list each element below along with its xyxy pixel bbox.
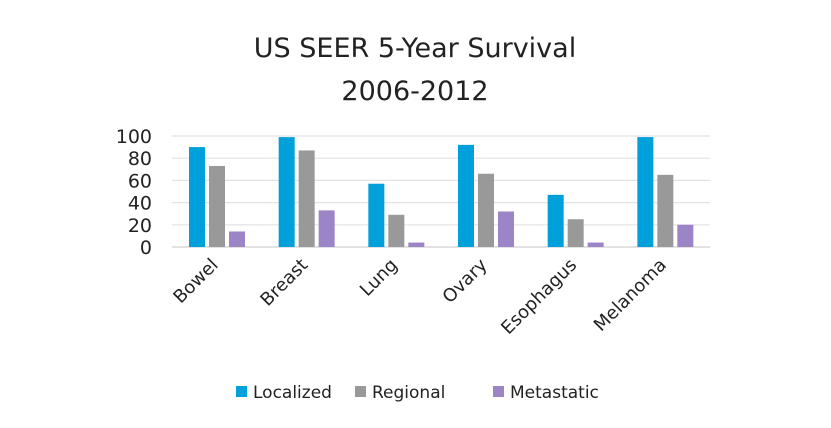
bar-regional-breast: [298, 150, 315, 247]
y-tick-label: 80: [128, 148, 152, 170]
bar-regional-esophagus: [567, 219, 584, 247]
bar-metastatic-bowel: [229, 231, 245, 247]
chart-title-line-2: 2006-2012: [341, 76, 488, 107]
bar-localized-esophagus: [547, 194, 564, 247]
bar-regional-bowel: [209, 165, 225, 247]
bar-metastatic-breast: [318, 210, 335, 247]
bar-metastatic-ovary: [498, 211, 514, 247]
bar-regional-lung: [388, 214, 405, 247]
legend-label-regional: Regional: [372, 383, 445, 403]
x-tick-label: Lung: [356, 255, 402, 301]
legend-swatch-regional: [355, 386, 366, 397]
bar-regional-ovary: [478, 173, 494, 247]
bar-metastatic-melanoma: [677, 224, 694, 247]
x-tick-label: Melanoma: [590, 255, 671, 336]
legend-swatch-metastatic: [493, 386, 504, 397]
legend-label-localized: Localized: [253, 383, 332, 403]
bar-localized-ovary: [458, 144, 474, 247]
legend-label-metastatic: Metastatic: [510, 383, 599, 403]
y-tick-label: 40: [128, 193, 152, 215]
bar-metastatic-esophagus: [587, 242, 604, 247]
x-tick-label: Esophagus: [497, 255, 581, 339]
legend-swatch-localized: [236, 386, 247, 397]
x-tick-label: Breast: [256, 255, 312, 311]
bar-localized-breast: [278, 137, 295, 247]
bar-metastatic-lung: [408, 242, 425, 247]
x-tick-label: Ovary: [439, 254, 492, 307]
bar-localized-melanoma: [637, 137, 654, 247]
y-tick-label: 60: [128, 170, 152, 192]
x-tick-label: Bowel: [169, 255, 222, 308]
bar-regional-melanoma: [657, 174, 674, 247]
y-tick-label: 0: [140, 237, 152, 259]
chart-title-line-1: US SEER 5-Year Survival: [254, 33, 576, 64]
y-tick-label: 20: [128, 215, 152, 237]
y-tick-label: 100: [116, 126, 152, 148]
bar-localized-bowel: [189, 147, 205, 247]
bar-localized-lung: [368, 183, 385, 247]
